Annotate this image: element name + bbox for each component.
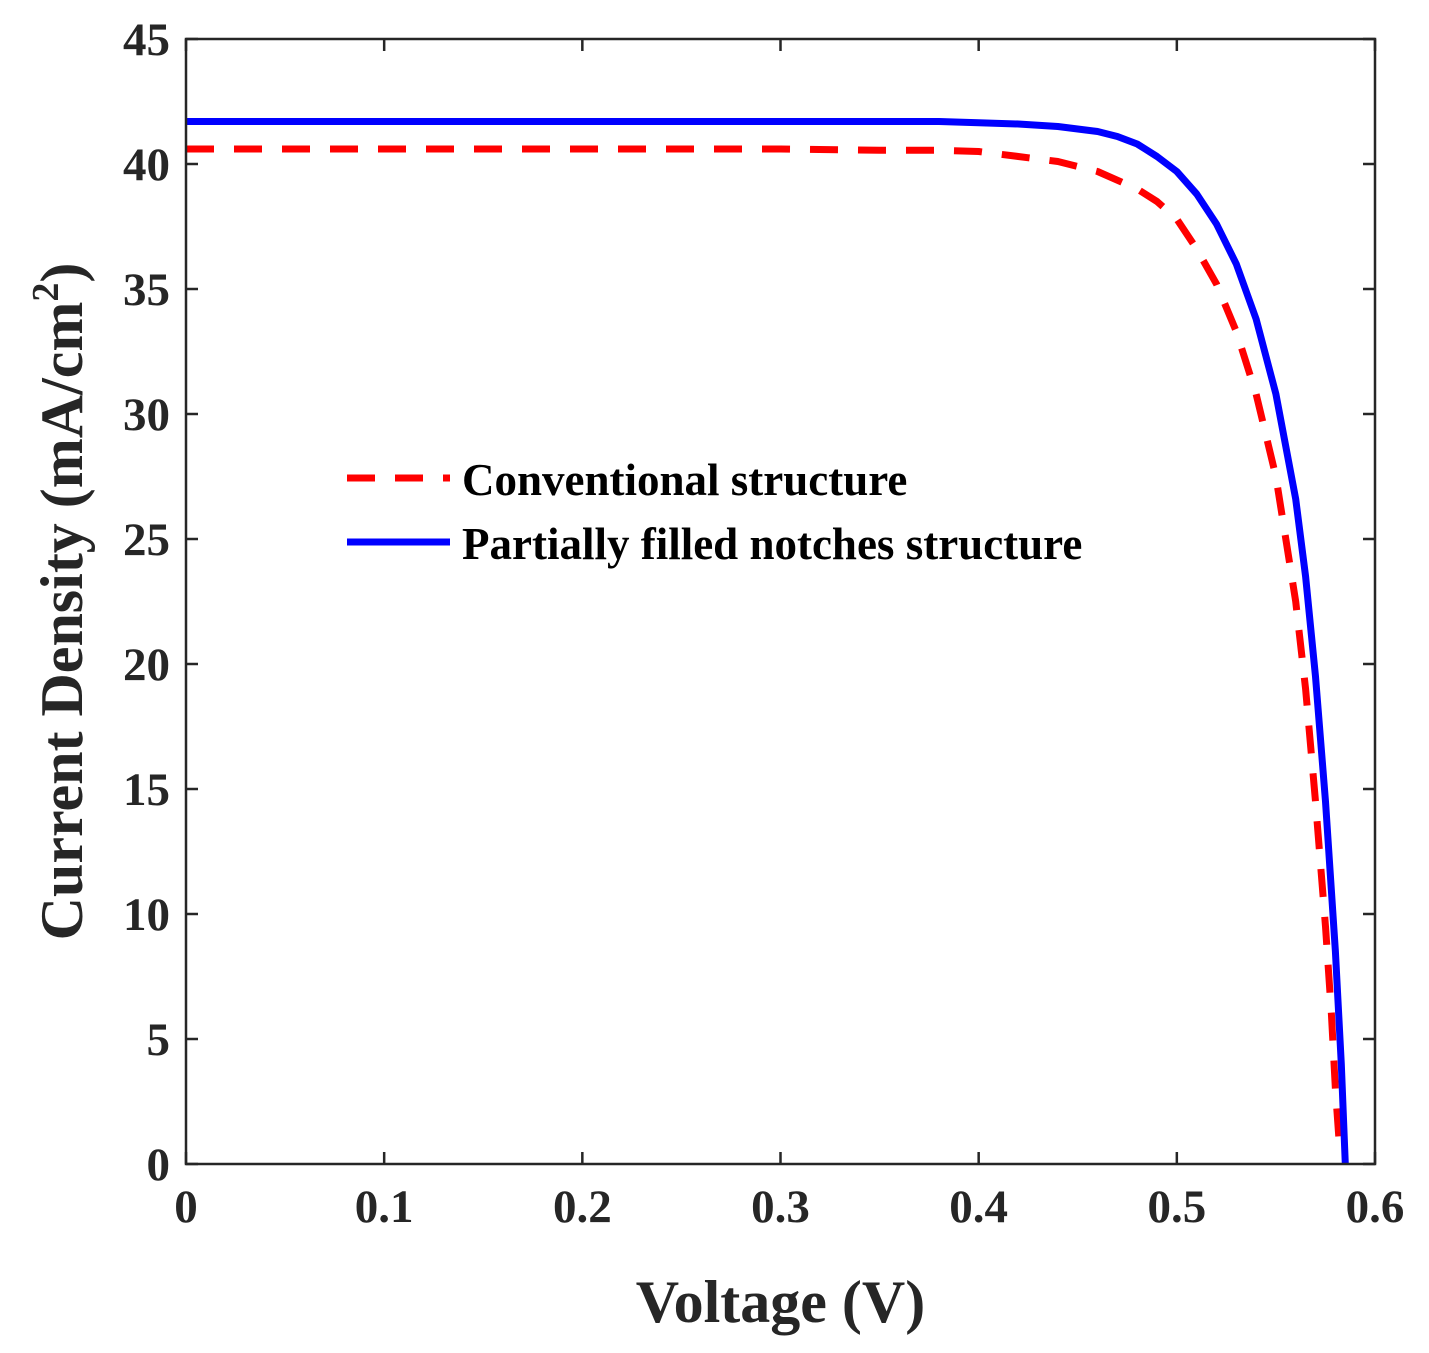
x-tick-label: 0.4 bbox=[949, 1181, 1008, 1233]
series-line bbox=[186, 118, 1349, 1165]
legend-label: Partially filled notches structure bbox=[462, 519, 1082, 569]
y-tick-label: 5 bbox=[147, 1014, 171, 1066]
y-tick-label: 25 bbox=[123, 514, 170, 566]
y-tick-label: 35 bbox=[123, 264, 170, 316]
x-tick-label: 0.5 bbox=[1147, 1181, 1206, 1233]
plot-frame bbox=[184, 37, 1377, 1166]
x-tick-label: 0.2 bbox=[553, 1181, 612, 1233]
y-axis-title: Current Density (mA/cm2) bbox=[25, 263, 95, 941]
tick-layer: 0 0.1 0.2 0.3 0.4 0.5 0.6 0 5 10 15 20 25 30 35 40 45 bbox=[123, 14, 1404, 1233]
y-tick-label: 45 bbox=[123, 14, 170, 66]
y-tick-label: 40 bbox=[123, 139, 170, 191]
y-axis-title-main: Current Density (mA/cm bbox=[29, 302, 95, 941]
x-tick-label: 0.1 bbox=[355, 1181, 414, 1233]
legend-label: Conventional structure bbox=[462, 455, 907, 505]
x-tick-label: 0.6 bbox=[1346, 1181, 1405, 1233]
y-tick-label: 15 bbox=[123, 764, 170, 816]
y-tick-label: 10 bbox=[123, 889, 170, 941]
x-tick-label: 0.3 bbox=[751, 1181, 810, 1233]
y-axis-title-superscript: 2 bbox=[25, 283, 67, 302]
y-tick-label: 20 bbox=[123, 639, 170, 691]
y-tick-label: 0 bbox=[147, 1139, 171, 1191]
x-tick-label: 0 bbox=[174, 1181, 198, 1233]
x-axis-title: Voltage (V) bbox=[636, 1269, 925, 1335]
y-axis-title-close: ) bbox=[29, 263, 95, 283]
series-line bbox=[186, 145, 1343, 1145]
series-layer bbox=[186, 118, 1349, 1165]
legend: Conventional structure Partially filled n… bbox=[347, 455, 1082, 569]
y-tick-label: 30 bbox=[123, 389, 170, 441]
